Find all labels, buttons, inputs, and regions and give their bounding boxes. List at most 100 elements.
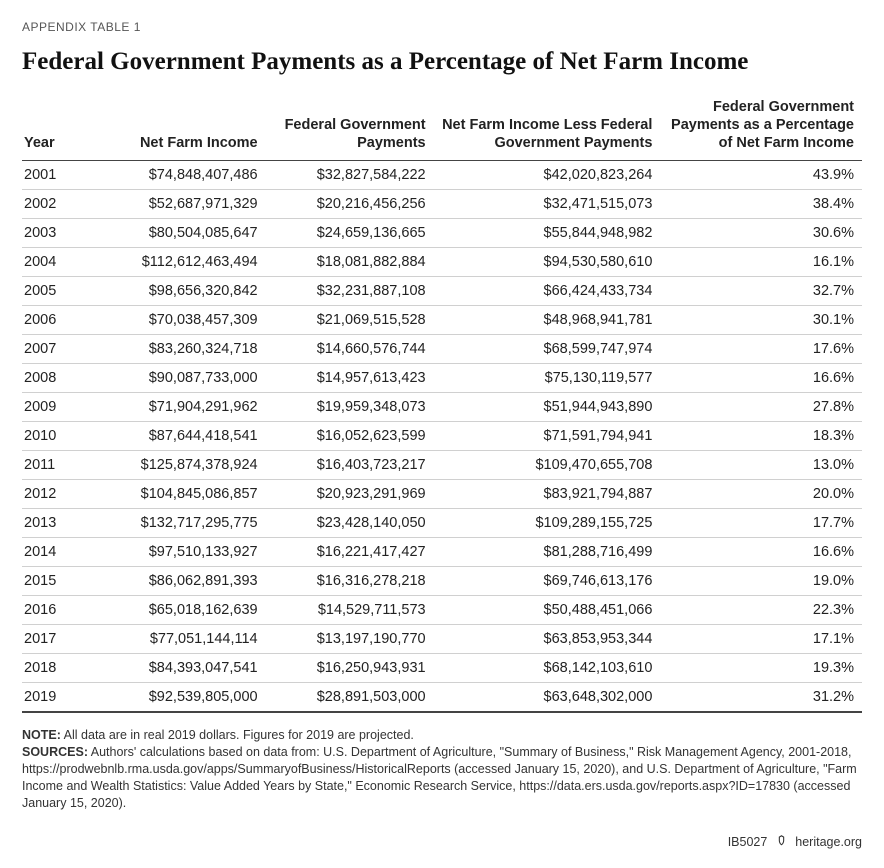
- table-cell: 2016: [22, 596, 81, 625]
- table-cell: 2015: [22, 567, 81, 596]
- table-cell: $109,289,155,725: [434, 509, 661, 538]
- col-header-fgp: Federal Government Payments: [266, 92, 434, 161]
- table-cell: 2003: [22, 219, 81, 248]
- table-row: 2018$84,393,047,541$16,250,943,931$68,14…: [22, 654, 862, 683]
- table-cell: $69,746,613,176: [434, 567, 661, 596]
- table-cell: $50,488,451,066: [434, 596, 661, 625]
- table-cell: 13.0%: [660, 451, 862, 480]
- table-cell: 2004: [22, 248, 81, 277]
- table-cell: 2012: [22, 480, 81, 509]
- table-row: 2007$83,260,324,718$14,660,576,744$68,59…: [22, 335, 862, 364]
- table-row: 2016$65,018,162,639$14,529,711,573$50,48…: [22, 596, 862, 625]
- table-cell: 19.3%: [660, 654, 862, 683]
- table-cell: $14,529,711,573: [266, 596, 434, 625]
- notes-block: NOTE: All data are in real 2019 dollars.…: [22, 727, 862, 811]
- table-row: 2019$92,539,805,000$28,891,503,000$63,64…: [22, 683, 862, 713]
- table-row: 2002$52,687,971,329$20,216,456,256$32,47…: [22, 190, 862, 219]
- table-cell: 2006: [22, 306, 81, 335]
- table-cell: $14,957,613,423: [266, 364, 434, 393]
- table-cell: 30.6%: [660, 219, 862, 248]
- table-cell: $70,038,457,309: [81, 306, 266, 335]
- table-cell: $66,424,433,734: [434, 277, 661, 306]
- table-row: 2009$71,904,291,962$19,959,348,073$51,94…: [22, 393, 862, 422]
- table-cell: 2017: [22, 625, 81, 654]
- table-cell: $42,020,823,264: [434, 161, 661, 190]
- table-cell: 31.2%: [660, 683, 862, 713]
- note-text: All data are in real 2019 dollars. Figur…: [61, 728, 414, 742]
- note-label: NOTE:: [22, 728, 61, 742]
- table-row: 2004$112,612,463,494$18,081,882,884$94,5…: [22, 248, 862, 277]
- table-cell: 16.6%: [660, 538, 862, 567]
- table-cell: $81,288,716,499: [434, 538, 661, 567]
- table-cell: 2009: [22, 393, 81, 422]
- table-cell: $16,250,943,931: [266, 654, 434, 683]
- table-cell: 38.4%: [660, 190, 862, 219]
- table-cell: 2001: [22, 161, 81, 190]
- table-cell: $112,612,463,494: [81, 248, 266, 277]
- table-cell: 16.1%: [660, 248, 862, 277]
- table-row: 2012$104,845,086,857$20,923,291,969$83,9…: [22, 480, 862, 509]
- table-cell: $77,051,144,114: [81, 625, 266, 654]
- table-cell: 2005: [22, 277, 81, 306]
- table-cell: $109,470,655,708: [434, 451, 661, 480]
- table-header: Year Net Farm Income Federal Government …: [22, 92, 862, 161]
- table-eyebrow: APPENDIX TABLE 1: [22, 20, 862, 34]
- table-cell: $80,504,085,647: [81, 219, 266, 248]
- table-cell: $32,231,887,108: [266, 277, 434, 306]
- data-table: Year Net Farm Income Federal Government …: [22, 92, 862, 713]
- table-cell: 27.8%: [660, 393, 862, 422]
- table-cell: $51,944,943,890: [434, 393, 661, 422]
- table-cell: $86,062,891,393: [81, 567, 266, 596]
- table-cell: 19.0%: [660, 567, 862, 596]
- table-cell: $94,530,580,610: [434, 248, 661, 277]
- table-row: 2014$97,510,133,927$16,221,417,427$81,28…: [22, 538, 862, 567]
- table-cell: 2010: [22, 422, 81, 451]
- table-row: 2015$86,062,891,393$16,316,278,218$69,74…: [22, 567, 862, 596]
- table-cell: $23,428,140,050: [266, 509, 434, 538]
- table-cell: 22.3%: [660, 596, 862, 625]
- table-cell: 2002: [22, 190, 81, 219]
- table-cell: $21,069,515,528: [266, 306, 434, 335]
- table-cell: $65,018,162,639: [81, 596, 266, 625]
- table-cell: $97,510,133,927: [81, 538, 266, 567]
- table-cell: $52,687,971,329: [81, 190, 266, 219]
- table-cell: 32.7%: [660, 277, 862, 306]
- table-cell: $24,659,136,665: [266, 219, 434, 248]
- table-cell: 16.6%: [660, 364, 862, 393]
- table-cell: $83,921,794,887: [434, 480, 661, 509]
- table-cell: $16,403,723,217: [266, 451, 434, 480]
- table-cell: $71,904,291,962: [81, 393, 266, 422]
- table-cell: $28,891,503,000: [266, 683, 434, 713]
- table-cell: 20.0%: [660, 480, 862, 509]
- table-cell: $125,874,378,924: [81, 451, 266, 480]
- table-cell: 17.6%: [660, 335, 862, 364]
- table-row: 2003$80,504,085,647$24,659,136,665$55,84…: [22, 219, 862, 248]
- col-header-nfi: Net Farm Income: [81, 92, 266, 161]
- table-cell: 30.1%: [660, 306, 862, 335]
- table-cell: $90,087,733,000: [81, 364, 266, 393]
- table-row: 2006$70,038,457,309$21,069,515,528$48,96…: [22, 306, 862, 335]
- table-cell: 18.3%: [660, 422, 862, 451]
- table-cell: $63,648,302,000: [434, 683, 661, 713]
- table-cell: $14,660,576,744: [266, 335, 434, 364]
- table-cell: $132,717,295,775: [81, 509, 266, 538]
- table-cell: 2008: [22, 364, 81, 393]
- table-cell: $20,923,291,969: [266, 480, 434, 509]
- table-cell: 2014: [22, 538, 81, 567]
- table-body: 2001$74,848,407,486$32,827,584,222$42,02…: [22, 161, 862, 713]
- table-cell: 2013: [22, 509, 81, 538]
- footer: IB5027 heritage.org: [22, 834, 862, 850]
- table-cell: 2011: [22, 451, 81, 480]
- table-cell: $92,539,805,000: [81, 683, 266, 713]
- table-row: 2017$77,051,144,114$13,197,190,770$63,85…: [22, 625, 862, 654]
- table-row: 2001$74,848,407,486$32,827,584,222$42,02…: [22, 161, 862, 190]
- table-cell: 17.7%: [660, 509, 862, 538]
- table-cell: 17.1%: [660, 625, 862, 654]
- col-header-year: Year: [22, 92, 81, 161]
- table-cell: $75,130,119,577: [434, 364, 661, 393]
- table-row: 2010$87,644,418,541$16,052,623,599$71,59…: [22, 422, 862, 451]
- table-cell: $55,844,948,982: [434, 219, 661, 248]
- col-header-pct: Federal Government Payments as a Percent…: [660, 92, 862, 161]
- table-cell: $98,656,320,842: [81, 277, 266, 306]
- bell-icon: [775, 834, 788, 850]
